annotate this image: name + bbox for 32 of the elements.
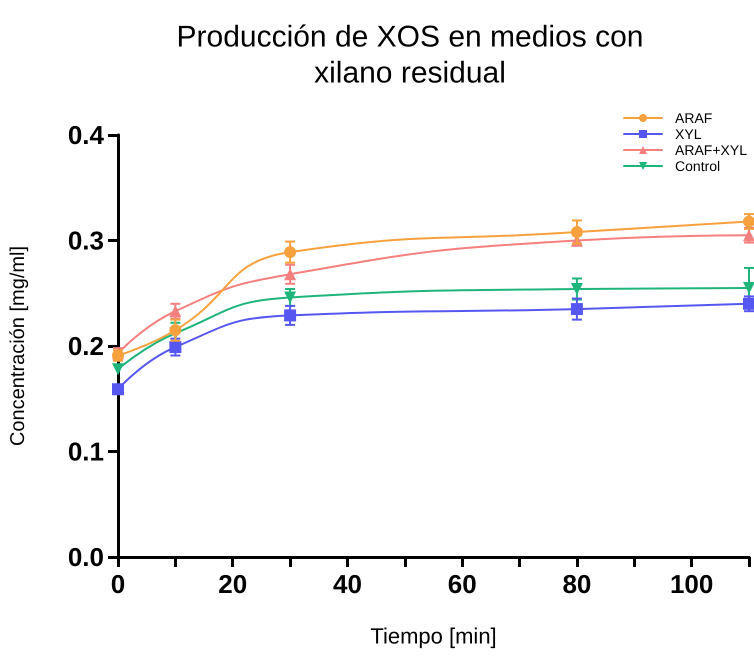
point	[112, 363, 124, 376]
point	[743, 216, 754, 228]
y-tick-label: 0.2	[68, 331, 104, 361]
point	[570, 303, 583, 316]
x-tick-label: 60	[448, 569, 477, 599]
point	[169, 324, 182, 336]
y-tick-label: 0.0	[68, 542, 104, 572]
point	[570, 226, 583, 238]
legend-label: ARAF+XYL	[675, 142, 748, 158]
x-tick-label: 0	[110, 569, 126, 599]
x-tick-label: 20	[218, 569, 248, 599]
point	[112, 383, 124, 396]
point	[743, 298, 754, 310]
point	[284, 309, 296, 322]
point	[169, 305, 182, 318]
point	[112, 350, 124, 362]
y-axis-title: Concentración [mg/ml]	[7, 246, 29, 446]
x-tick-label: 40	[332, 569, 362, 599]
legend-label: ARAF	[675, 110, 712, 126]
chart-title: Producción de XOS en medios con xilano residual	[176, 20, 644, 90]
point	[284, 246, 296, 258]
legend-label: XYL	[675, 126, 702, 142]
x-tick-label: 80	[562, 569, 592, 599]
y-tick-label: 0.3	[68, 226, 104, 256]
y-tick-label: 0.1	[68, 436, 104, 466]
point	[284, 268, 296, 280]
y-tick-label: 0.4	[68, 120, 105, 150]
x-tick-label: 100	[670, 569, 714, 599]
point	[169, 341, 182, 354]
legend-label: Control	[675, 158, 720, 174]
point	[284, 291, 296, 304]
x-axis-title: Tiempo [min]	[370, 624, 497, 648]
